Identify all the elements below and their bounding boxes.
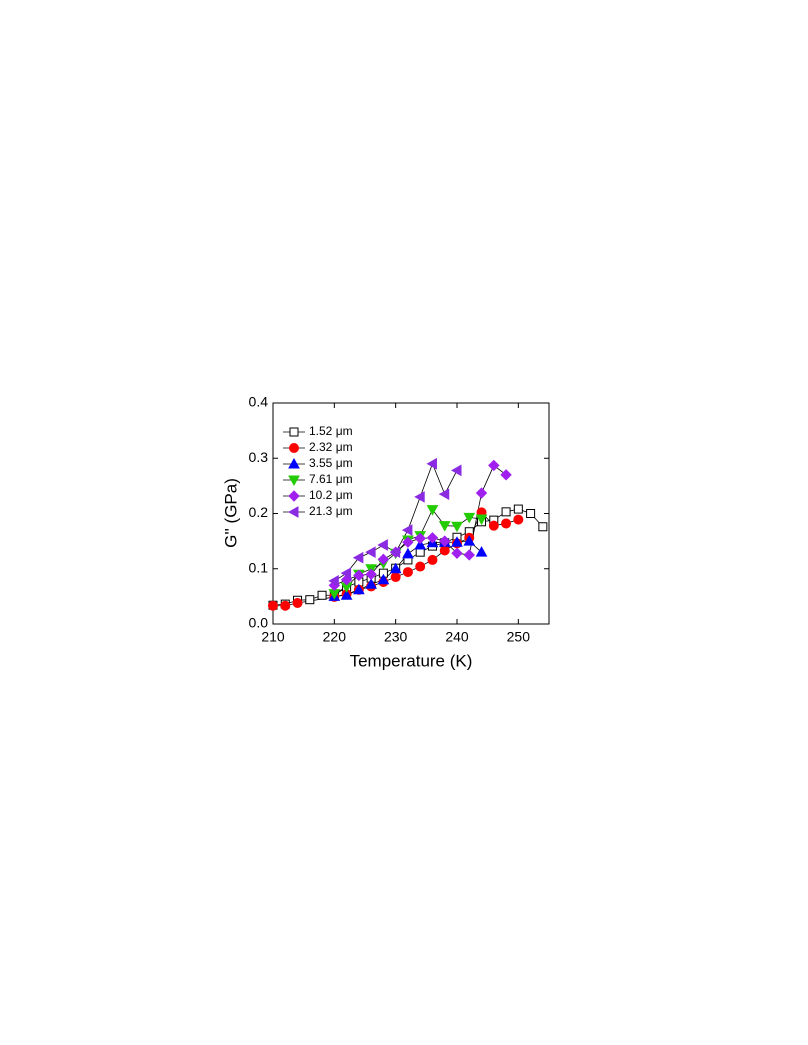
marker: [292, 598, 303, 609]
marker: [451, 521, 463, 533]
marker: [475, 487, 488, 499]
marker: [501, 507, 511, 517]
marker: [377, 573, 390, 585]
marker: [340, 589, 353, 600]
marker: [353, 583, 365, 595]
marker: [352, 551, 364, 564]
marker: [328, 575, 339, 587]
marker: [513, 504, 523, 514]
marker: [414, 532, 426, 545]
marker: [305, 595, 315, 605]
marker: [450, 464, 462, 477]
marker: [389, 546, 401, 559]
marker: [280, 600, 291, 611]
marker: [451, 536, 463, 547]
legend-label: 3.55 μm: [309, 456, 353, 470]
marker: [390, 572, 401, 583]
marker: [365, 578, 377, 589]
marker: [475, 514, 488, 526]
marker: [389, 562, 402, 574]
marker: [340, 567, 352, 580]
legend-label: 7.61 μm: [309, 472, 353, 486]
marker: [317, 590, 327, 600]
x-axis-label: Temperature (K): [350, 651, 473, 670]
x-tick-label: 250: [507, 629, 531, 645]
marker: [268, 600, 278, 611]
marker: [488, 520, 499, 531]
marker: [501, 518, 512, 529]
legend-label: 1.52 μm: [309, 424, 353, 438]
legend-label: 2.32 μm: [309, 440, 353, 454]
y-axis-label: G'' (GPa): [221, 478, 240, 548]
y-tick-label: 0.4: [249, 394, 269, 410]
x-tick-label: 240: [445, 629, 469, 645]
marker: [426, 532, 439, 544]
marker: [513, 514, 524, 525]
marker: [451, 547, 463, 559]
y-tick-label: 0.2: [249, 504, 269, 520]
marker: [365, 568, 377, 580]
y-tick-label: 0.1: [249, 559, 269, 575]
marker: [500, 469, 512, 481]
marker: [439, 535, 451, 547]
marker: [488, 459, 500, 472]
marker: [463, 549, 475, 561]
legend-label: 10.2 μm: [309, 488, 353, 502]
marker: [438, 488, 450, 501]
marker: [463, 535, 476, 546]
marker: [439, 545, 450, 556]
marker: [353, 569, 365, 582]
marker: [377, 539, 388, 551]
legend-marker: [289, 427, 299, 437]
marker: [415, 561, 426, 572]
legend-marker: [287, 506, 299, 518]
x-tick-label: 220: [323, 629, 347, 645]
legend-label: 21.3 μm: [309, 504, 353, 518]
marker: [377, 553, 390, 566]
x-tick-label: 210: [261, 629, 285, 645]
y-tick-label: 0.3: [249, 449, 269, 465]
marker: [538, 522, 548, 532]
marker: [475, 546, 488, 557]
marker: [402, 536, 414, 548]
marker: [402, 567, 413, 578]
marker: [526, 509, 536, 518]
marker: [365, 546, 376, 559]
y-tick-label: 0.0: [249, 615, 269, 631]
marker: [401, 524, 413, 536]
x-tick-label: 230: [384, 629, 408, 645]
legend-marker: [288, 475, 300, 487]
marker: [414, 538, 427, 550]
marker: [427, 554, 438, 565]
marker: [402, 547, 414, 559]
marker: [438, 521, 451, 532]
marker: [414, 491, 425, 503]
legend-marker: [288, 457, 300, 469]
marker: [463, 512, 476, 524]
legend-marker: [289, 443, 299, 453]
marker: [426, 505, 439, 516]
legend-marker: [288, 490, 300, 502]
marker: [426, 457, 437, 470]
